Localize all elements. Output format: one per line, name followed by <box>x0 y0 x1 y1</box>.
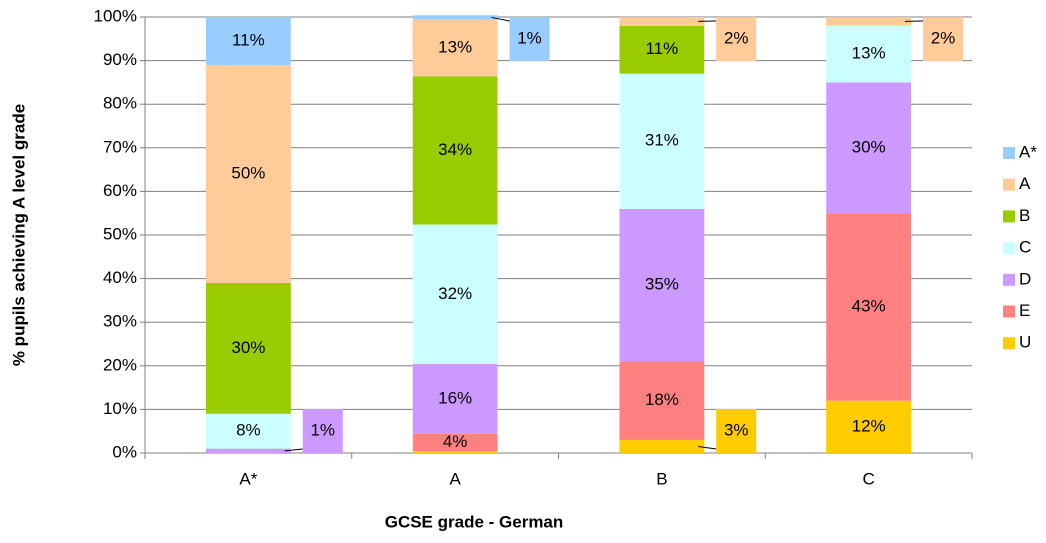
legend-swatch <box>1003 273 1015 286</box>
legend-label: A* <box>1019 142 1037 161</box>
bar-segment <box>619 17 705 26</box>
data-label: 2% <box>724 28 749 47</box>
bar-segment <box>412 15 498 20</box>
legend-swatch <box>1003 147 1015 159</box>
data-label: 11% <box>645 39 678 58</box>
bar-segment <box>826 25 912 83</box>
legend-label: U <box>1019 333 1031 352</box>
bar-segment <box>205 64 291 283</box>
y-tick-label: 70% <box>103 137 137 156</box>
x-tick-label: A* <box>239 469 257 488</box>
data-label: 32% <box>438 284 472 303</box>
bar-segment <box>412 364 498 434</box>
bar-segment <box>826 17 912 26</box>
data-label: 35% <box>645 275 679 294</box>
bar-segment <box>826 82 912 214</box>
data-label: 8% <box>236 421 261 440</box>
y-tick-label: 50% <box>103 224 137 243</box>
data-label: 13% <box>438 37 472 56</box>
data-label: 4% <box>443 432 468 451</box>
bar-segment <box>619 208 705 362</box>
bar-segment <box>412 76 498 225</box>
callout-box <box>716 17 757 61</box>
legend-label: E <box>1019 301 1030 320</box>
legend-swatch <box>1003 178 1015 191</box>
legend-swatch <box>1003 337 1015 350</box>
legend-swatch <box>1003 242 1015 255</box>
bar-segment <box>412 224 498 365</box>
bar-segment <box>412 433 498 452</box>
bar-segment <box>619 73 705 209</box>
bar-segment <box>205 282 291 414</box>
y-tick-label: 60% <box>103 181 137 200</box>
data-label: 50% <box>231 163 265 182</box>
x-axis-title: GCSE grade - German <box>385 512 564 531</box>
x-tick-label: B <box>656 469 667 488</box>
data-label: 18% <box>645 390 679 409</box>
x-tick-label: A <box>449 469 461 488</box>
legend-label: B <box>1019 206 1030 225</box>
data-label: 1% <box>310 420 335 439</box>
y-tick-label: 0% <box>112 442 137 461</box>
legend-swatch <box>1003 305 1015 318</box>
bar-segment <box>619 25 705 74</box>
bar-segment <box>619 439 705 453</box>
y-tick-label: 30% <box>103 312 137 331</box>
y-tick-label: 90% <box>103 50 137 69</box>
y-tick-label: 20% <box>103 355 137 374</box>
y-tick-label: 10% <box>103 399 137 418</box>
y-tick-label: 80% <box>103 94 137 113</box>
y-axis-title: % pupils achieving A level grade <box>9 104 28 366</box>
bar-segment <box>205 17 291 65</box>
data-label: 3% <box>724 420 749 439</box>
callout-box <box>509 17 550 61</box>
bar-segment <box>412 451 498 453</box>
x-tick-label: C <box>862 469 874 488</box>
callout-line <box>698 445 717 450</box>
callout-box <box>716 409 757 453</box>
y-tick-label: 100% <box>94 6 137 25</box>
data-label: 34% <box>438 140 472 159</box>
y-tick-label: 40% <box>103 268 137 287</box>
bar-segment <box>205 448 291 453</box>
data-label: 1% <box>517 28 542 47</box>
bar-segment <box>412 19 498 77</box>
legend-label: D <box>1019 269 1031 288</box>
legend-swatch <box>1003 210 1015 223</box>
callout-box <box>302 409 343 453</box>
data-label: 30% <box>852 137 886 156</box>
bar-segment <box>205 413 291 449</box>
data-label: 16% <box>438 388 472 407</box>
data-label: 2% <box>931 28 956 47</box>
data-label: 11% <box>232 30 265 49</box>
legend-label: C <box>1019 238 1031 257</box>
data-label: 31% <box>645 131 679 150</box>
callout-line <box>284 448 303 452</box>
bar-segment <box>619 361 705 440</box>
data-label: 43% <box>852 296 886 315</box>
callout-box <box>923 17 964 61</box>
legend-label: A <box>1019 174 1031 193</box>
bar-segment <box>826 213 912 401</box>
callout-line <box>491 16 510 22</box>
data-label: 12% <box>852 416 886 435</box>
bar-segment <box>826 400 912 453</box>
data-label: 30% <box>231 338 265 357</box>
data-label: 13% <box>852 44 886 63</box>
